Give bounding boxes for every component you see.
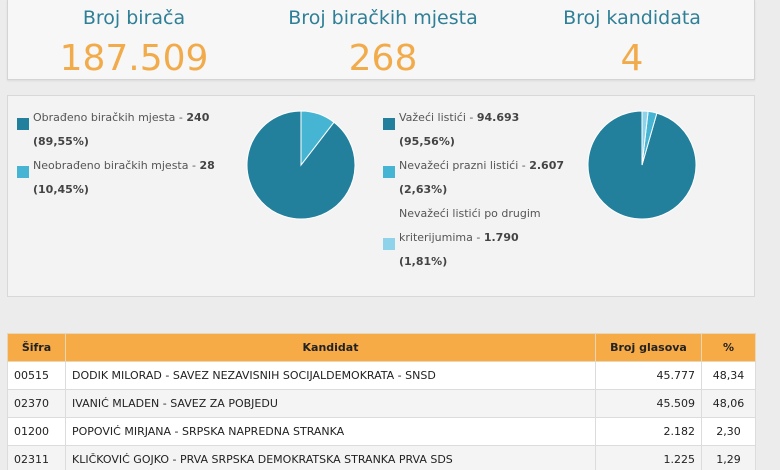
legend-item-valid: Važeći listići - 94.693 (95,56%) bbox=[382, 106, 592, 154]
legend-item-invalid-other: Nevažeći listići po drugim kriterijumima… bbox=[382, 202, 592, 274]
col-code-header[interactable]: Šifra bbox=[7, 333, 66, 362]
table-row: 02311 KLIČKOVIĆ GOJKO - PRVA SRPSKA DEMO… bbox=[7, 445, 756, 470]
summary-panel: Broj birača 187.509 Broj biračkih mjesta… bbox=[7, 0, 755, 80]
legend-label: Važeći listići - bbox=[399, 111, 477, 124]
legend-label: Nevažeći prazni listići - bbox=[399, 159, 530, 172]
stations-legend: Obrađeno biračkih mjesta - 240 (89,55%) … bbox=[16, 106, 231, 202]
legend-label: Obrađeno biračkih mjesta - bbox=[33, 111, 187, 124]
cell-candidate: POPOVIĆ MIRJANA - SRPSKA NAPREDNA STRANK… bbox=[65, 417, 596, 446]
cell-pct: 1,29 bbox=[701, 445, 756, 470]
col-candidate-header[interactable]: Kandidat bbox=[65, 333, 596, 362]
cell-pct: 2,30 bbox=[701, 417, 756, 446]
legend-item-unprocessed: Neobrađeno biračkih mjesta - 28 (10,45%) bbox=[16, 154, 231, 202]
cell-votes: 2.182 bbox=[595, 417, 702, 446]
legend-label: Neobrađeno biračkih mjesta - bbox=[33, 159, 200, 172]
table-row: 02370 IVANIĆ MLADEN - SAVEZ ZA POBJEDU 4… bbox=[7, 389, 756, 418]
cell-votes: 45.509 bbox=[595, 389, 702, 418]
col-votes-header[interactable]: Broj glasova bbox=[595, 333, 702, 362]
cell-candidate: DODIK MILORAD - SAVEZ NEZAVISNIH SOCIJAL… bbox=[65, 361, 596, 390]
legend-item-processed: Obrađeno biračkih mjesta - 240 (89,55%) bbox=[16, 106, 231, 154]
legend-value: 94.693 bbox=[476, 111, 520, 124]
legend-pct: (89,55%) bbox=[33, 135, 89, 148]
stat-voters-value: 187.509 bbox=[59, 38, 209, 79]
col-pct-header[interactable]: % bbox=[701, 333, 756, 362]
ballots-legend: Važeći listići - 94.693 (95,56%) Nevažeć… bbox=[382, 106, 592, 274]
cell-pct: 48,06 bbox=[701, 389, 756, 418]
charts-panel: Obrađeno biračkih mjesta - 240 (89,55%) … bbox=[7, 95, 755, 297]
table-header-row: Šifra Kandidat Broj glasova % bbox=[7, 333, 756, 362]
cell-code: 01200 bbox=[7, 417, 66, 446]
cell-votes: 1.225 bbox=[595, 445, 702, 470]
legend-pct: (1,81%) bbox=[399, 255, 448, 268]
stat-voters-label: Broj birača bbox=[82, 7, 186, 29]
table-row: 00515 DODIK MILORAD - SAVEZ NEZAVISNIH S… bbox=[7, 361, 756, 390]
cell-code: 02370 bbox=[7, 389, 66, 418]
pie-slice bbox=[300, 110, 335, 167]
legend-pct: (95,56%) bbox=[399, 135, 455, 148]
legend-pct: (10,45%) bbox=[33, 183, 89, 196]
legend-label: kriterijumima - bbox=[399, 231, 484, 244]
stat-stations: Broj biračkih mjesta 268 bbox=[263, 0, 503, 79]
stat-candidates: Broj kandidata 4 bbox=[512, 0, 752, 79]
cell-pct: 48,34 bbox=[701, 361, 756, 390]
legend-value: 1.790 bbox=[483, 231, 519, 244]
stat-voters: Broj birača 187.509 bbox=[14, 0, 254, 79]
ballots-pie-chart bbox=[587, 110, 697, 220]
legend-pct: (2,63%) bbox=[399, 183, 448, 196]
table-row: 01200 POPOVIĆ MIRJANA - SRPSKA NAPREDNA … bbox=[7, 417, 756, 446]
results-table: Šifra Kandidat Broj glasova % 00515 DODI… bbox=[7, 333, 756, 470]
legend-value: 28 bbox=[199, 159, 215, 172]
legend-swatch bbox=[383, 238, 395, 250]
legend-swatch bbox=[383, 166, 395, 178]
stat-stations-value: 268 bbox=[348, 38, 418, 79]
stat-candidates-label: Broj kandidata bbox=[563, 7, 701, 29]
legend-swatch bbox=[17, 118, 29, 130]
legend-value: 2.607 bbox=[529, 159, 565, 172]
legend-label-line1: Nevažeći listići po drugim bbox=[399, 207, 541, 220]
cell-candidate: KLIČKOVIĆ GOJKO - PRVA SRPSKA DEMOKRATSK… bbox=[65, 445, 596, 470]
stations-pie-chart bbox=[246, 110, 356, 220]
stat-candidates-value: 4 bbox=[620, 38, 644, 79]
stat-stations-label: Broj biračkih mjesta bbox=[288, 7, 478, 29]
legend-item-invalid-empty: Nevažeći prazni listići - 2.607 (2,63%) bbox=[382, 154, 592, 202]
cell-votes: 45.777 bbox=[595, 361, 702, 390]
legend-value: 240 bbox=[186, 111, 210, 124]
cell-code: 02311 bbox=[7, 445, 66, 470]
legend-swatch bbox=[383, 118, 395, 130]
cell-code: 00515 bbox=[7, 361, 66, 390]
pie-slice bbox=[641, 110, 649, 166]
cell-candidate: IVANIĆ MLADEN - SAVEZ ZA POBJEDU bbox=[65, 389, 596, 418]
legend-swatch bbox=[17, 166, 29, 178]
